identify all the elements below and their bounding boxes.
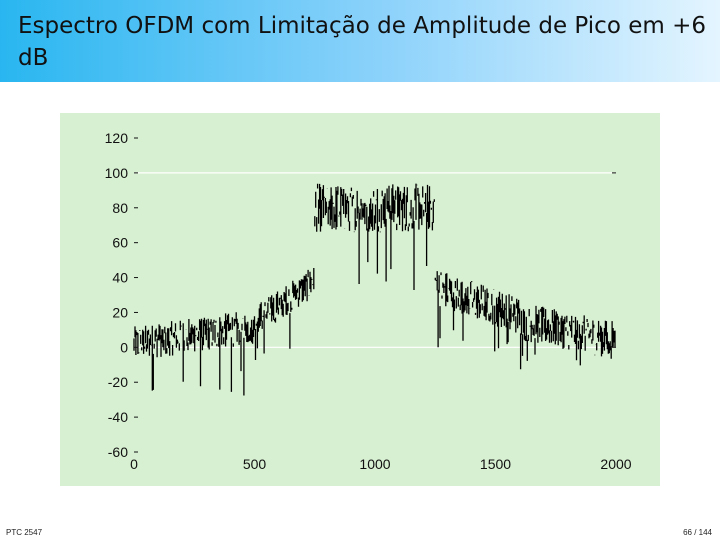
y-tick-label: 100 [105, 165, 129, 181]
y-tick-label: 40 [112, 270, 128, 286]
y-tick-label: 0 [120, 339, 128, 355]
tick-marks [134, 137, 616, 453]
slide-title: Espectro OFDM com Limitação de Amplitude… [18, 13, 706, 71]
y-tick-label: 80 [112, 200, 128, 216]
y-tick-label: 60 [112, 235, 128, 251]
chart-panel: 120 100 80 60 40 20 0 -20 -40 -60 0 500 1000 1500 2000 [60, 113, 660, 486]
footer-course-code: PTC 2547 [6, 528, 43, 537]
series-line-0 [133, 183, 616, 396]
x-tick-label: 0 [130, 456, 138, 472]
x-tick-label: 1000 [359, 456, 390, 472]
reference-lines [134, 172, 616, 348]
y-tick-label: -20 [108, 374, 128, 390]
y-tick-label: 20 [112, 304, 128, 320]
y-tick-label: -60 [108, 444, 128, 460]
x-tick-label: 2000 [600, 456, 631, 472]
footer-page-number: 66 / 144 [683, 528, 712, 537]
spectrum-series [133, 183, 616, 396]
y-tick-label: -40 [108, 409, 128, 425]
x-tick-label: 1500 [480, 456, 511, 472]
title-bar: Espectro OFDM com Limitação de Amplitude… [0, 0, 720, 82]
y-tick-label: 120 [105, 130, 129, 146]
x-tick-label: 500 [243, 456, 267, 472]
